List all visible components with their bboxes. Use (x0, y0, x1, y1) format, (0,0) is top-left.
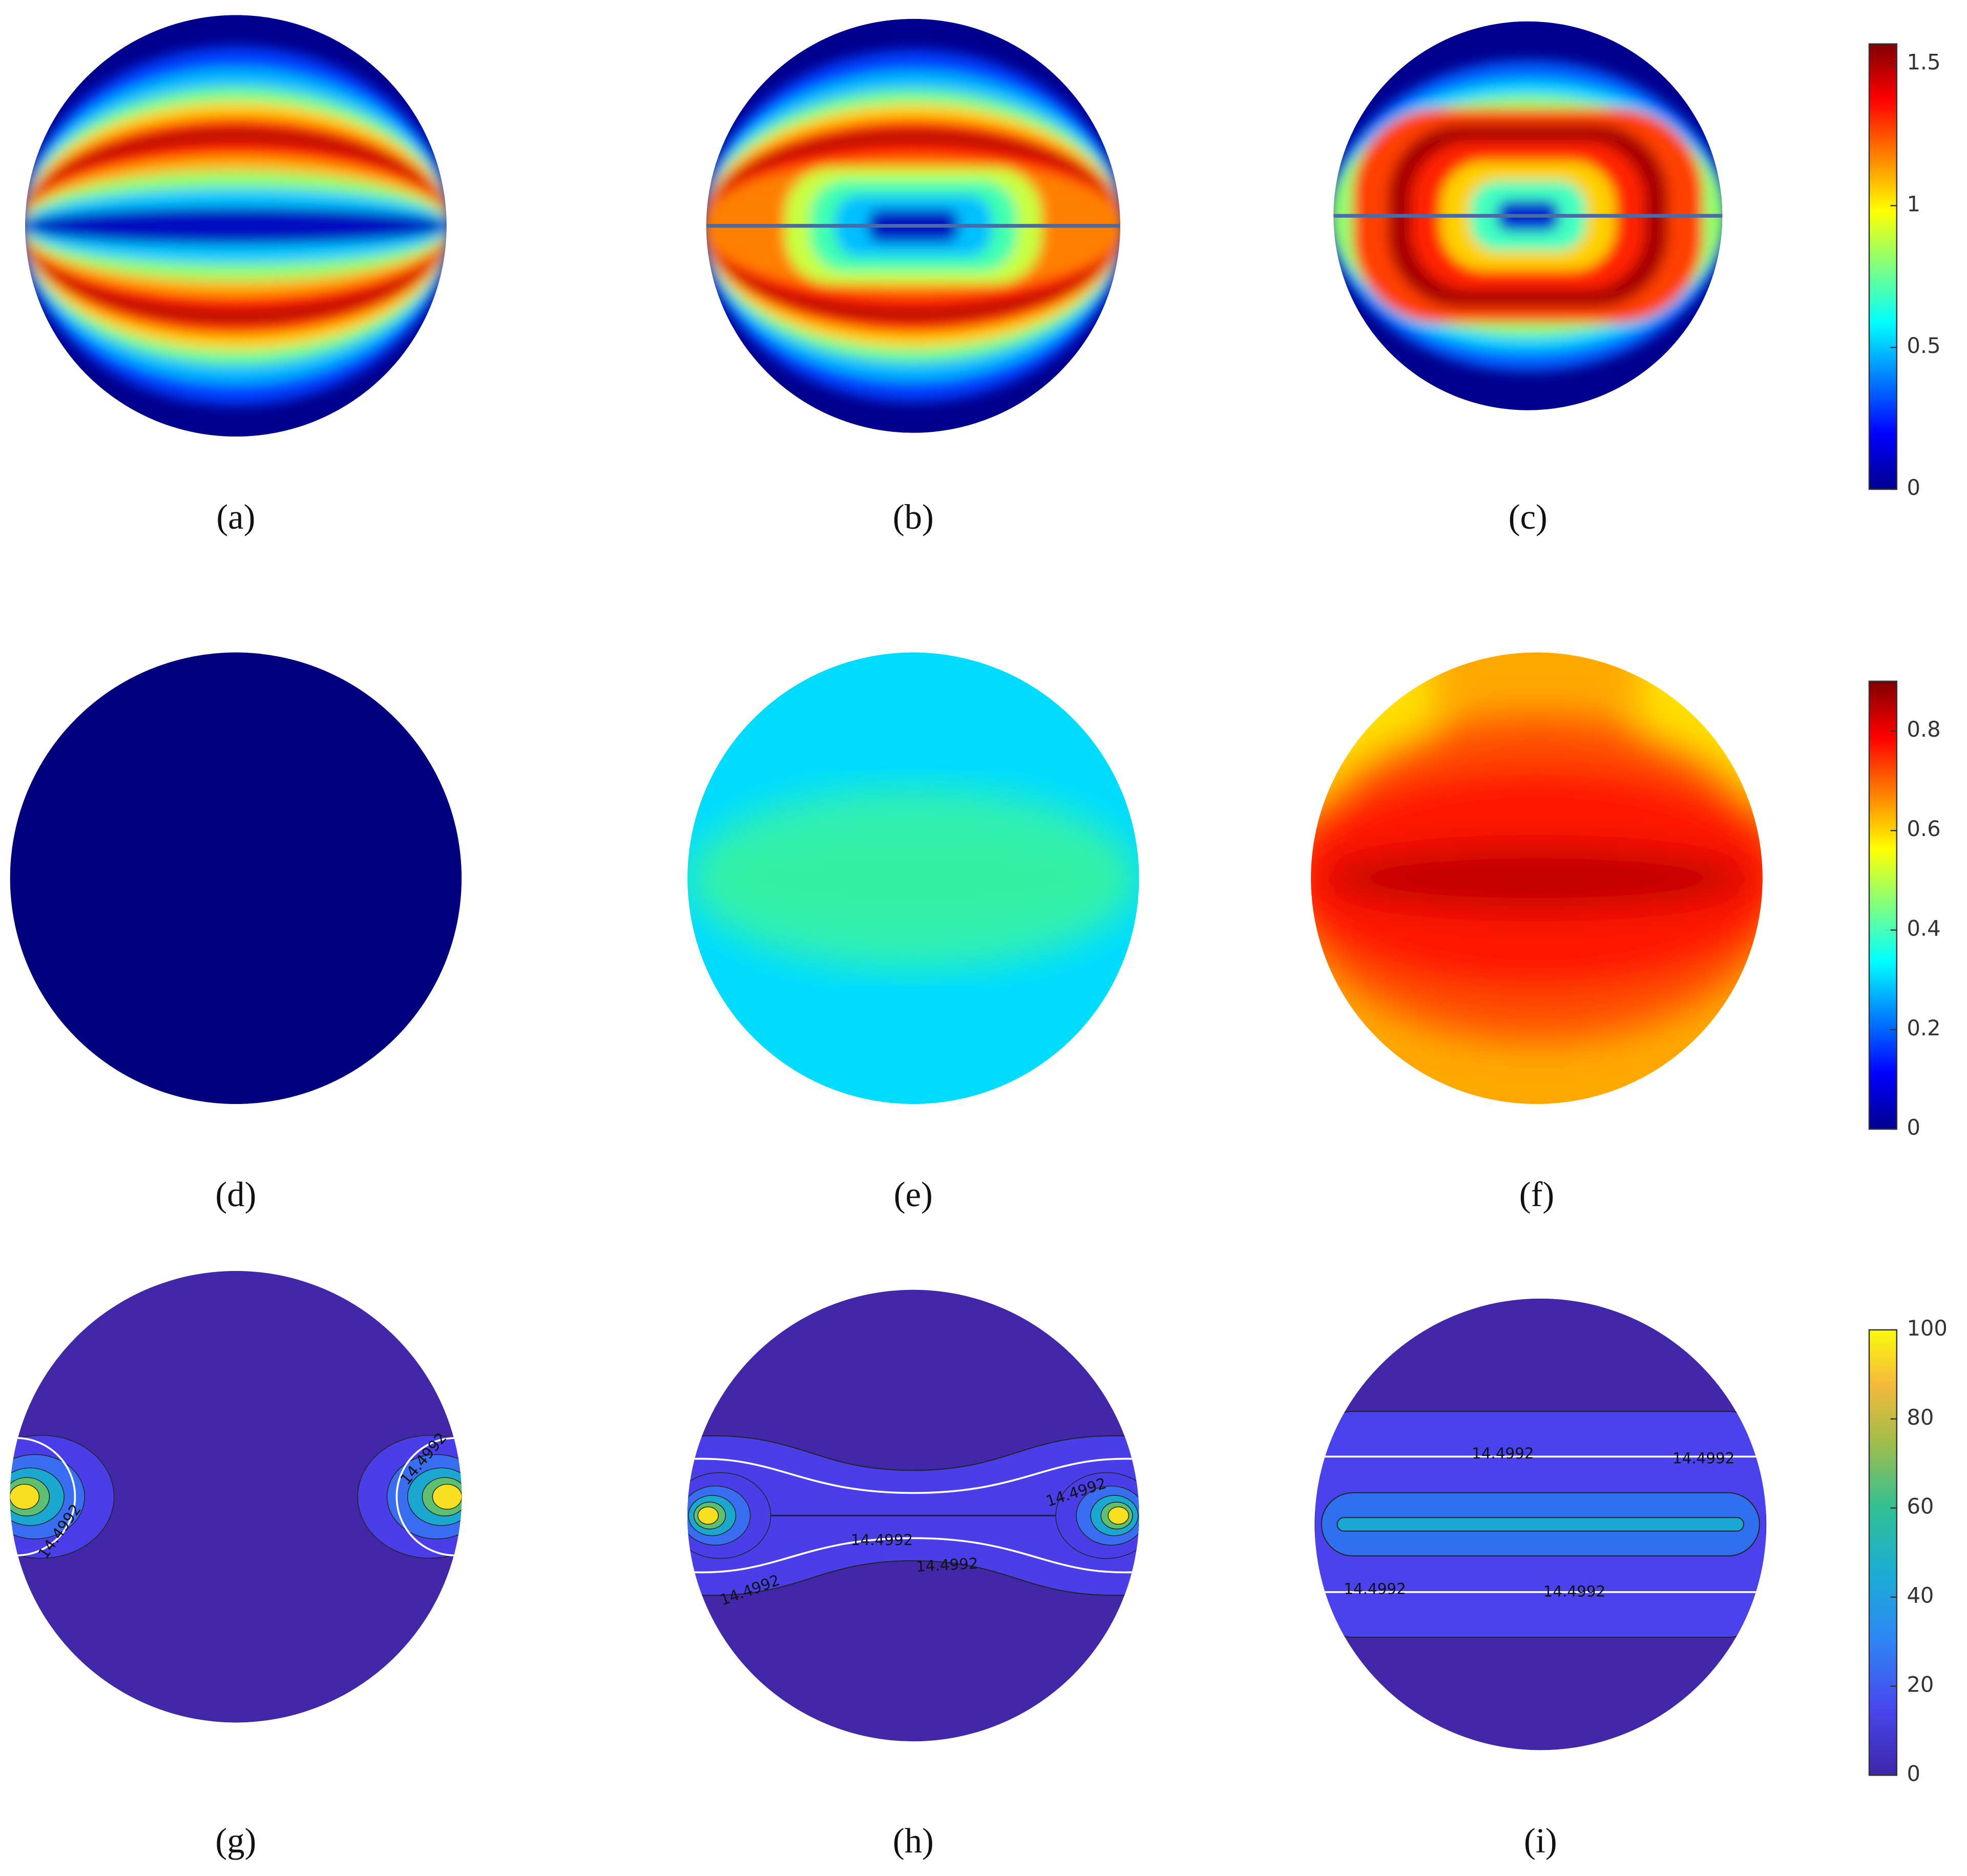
field-band (710, 844, 1117, 912)
contour-band (432, 1484, 462, 1510)
colorbar-tick-label: 20 (1907, 1672, 1934, 1697)
panel-label: (f) (1519, 1175, 1555, 1214)
colorbar-tick-label: 0.4 (1907, 916, 1940, 941)
panel-label: (b) (893, 497, 934, 536)
panel-label: (h) (893, 1821, 934, 1860)
colorbar-tick-label: 0.2 (1907, 1015, 1940, 1040)
panel (687, 652, 1139, 1104)
colorbar (1868, 680, 1898, 1130)
panel (706, 18, 1120, 433)
colorbar-tick-label: 0 (1907, 1761, 1920, 1786)
contour-band (10, 1484, 40, 1510)
contour-label: 14.4992 (1543, 1582, 1605, 1600)
colorbar-tick-label: 0.8 (1907, 717, 1940, 742)
contour-band (1107, 1506, 1129, 1525)
panel-label: (e) (894, 1175, 933, 1214)
field-band (1322, 846, 1751, 910)
panel-label: (c) (1509, 497, 1547, 536)
colorbar-tick-label: 0 (1907, 1115, 1920, 1140)
contour-label: 14.4992 (1672, 1450, 1734, 1467)
panel: 14.4992 14.4992 14.4992 14.4992 (1314, 1298, 1767, 1750)
contour-line (687, 1457, 1139, 1494)
contour-label: 14.4992 (851, 1531, 913, 1549)
colorbar-tick-label: 1.5 (1907, 49, 1940, 74)
field-layer (687, 787, 1139, 969)
field-band (25, 206, 447, 245)
colorbar-tick-label: 1 (1907, 191, 1920, 216)
colorbar-tick-label: 0 (1907, 475, 1920, 500)
contour-line (687, 1537, 1139, 1574)
colorbar-tick-label: 80 (1907, 1405, 1934, 1430)
colorbar-tick-label: 40 (1907, 1583, 1934, 1608)
field-layer (1311, 652, 1763, 1041)
colorbar-tick-label: 60 (1907, 1494, 1934, 1519)
panel (25, 15, 447, 437)
panel-label: (d) (215, 1175, 256, 1214)
panel-label: (i) (1524, 1821, 1557, 1860)
panel-label: (a) (216, 497, 255, 536)
field-disc (10, 652, 462, 1104)
colorbar (1868, 43, 1898, 490)
contour-label: 14.4992 (915, 1555, 978, 1575)
field-disc (10, 1270, 462, 1723)
panel (1311, 652, 1763, 1104)
contour-band (1336, 1517, 1745, 1532)
colorbar-tick-label: 100 (1907, 1316, 1947, 1341)
contour-label: 14.4992 (1472, 1445, 1534, 1462)
panel (1333, 21, 1723, 410)
colorbar (1868, 1329, 1898, 1776)
contour-label: 14.4992 (1344, 1580, 1406, 1597)
colorbar-tick-label: 0.5 (1907, 333, 1940, 358)
colorbar-tick-label: 0.6 (1907, 816, 1940, 841)
panel-label: (g) (215, 1821, 256, 1860)
contour-band (697, 1506, 719, 1525)
panel (10, 652, 462, 1104)
field-layer (25, 47, 447, 405)
